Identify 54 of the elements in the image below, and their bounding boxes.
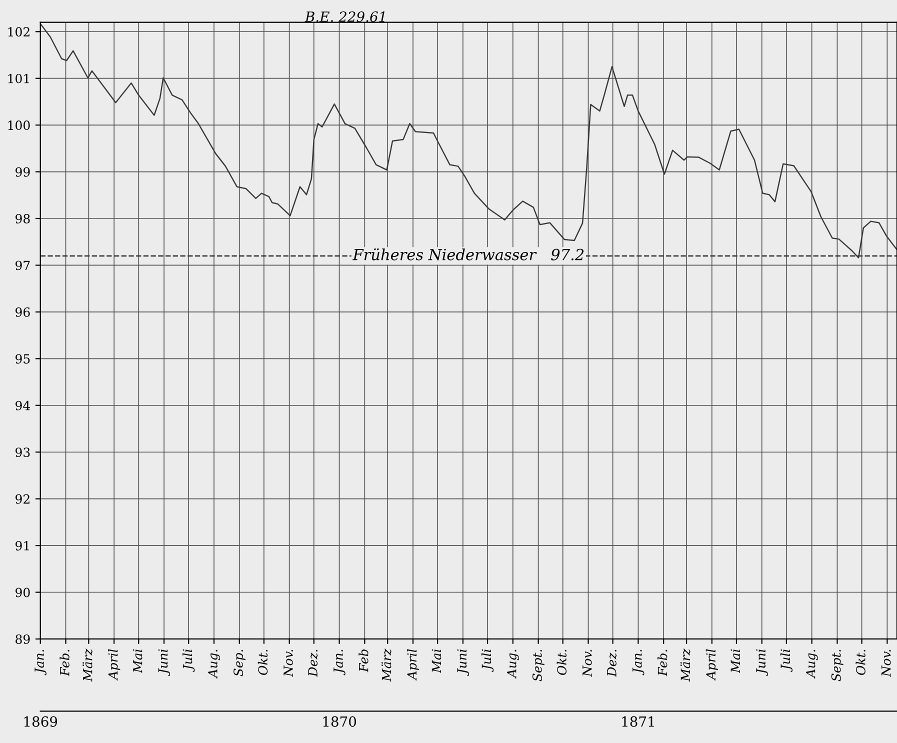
- x-tick-label: April: [108, 649, 120, 681]
- x2-tick-label: 1870: [323, 716, 356, 727]
- x-tick-label: Sep.: [234, 650, 246, 676]
- x-tick-label: Juni: [756, 649, 768, 676]
- y-tick-label: 94: [16, 400, 30, 410]
- text: B.E. 229.61: [304, 11, 384, 22]
- x-tick-label: Mai: [432, 649, 442, 674]
- x-tick-label: Mai: [730, 649, 740, 674]
- x-tick-label: Juli: [182, 649, 195, 672]
- y-tick-label: 101: [8, 74, 29, 84]
- x-tick-label: Aug.: [208, 650, 220, 679]
- y-tick-label: 97: [16, 260, 30, 270]
- y-tick-label: 91: [16, 541, 29, 550]
- x-tick-label: Aug.: [507, 650, 519, 679]
- y-tick-label: 92: [16, 494, 30, 504]
- x-tick-label: März: [82, 648, 92, 682]
- x-tick-label: Juli: [481, 649, 494, 672]
- x-tick-label: Aug.: [806, 650, 818, 679]
- x-tick-label: Feb.: [60, 650, 70, 676]
- x-tick-label: März: [680, 648, 690, 682]
- y-tick-label: 90: [16, 588, 30, 598]
- x-tick-label: Mai: [132, 649, 142, 674]
- x-tick-label: Okt.: [556, 650, 566, 675]
- x-tick-label: März: [381, 648, 392, 682]
- x-tick-label: Juli: [780, 649, 792, 672]
- y-tick-label: 102: [8, 27, 30, 37]
- y-tick-label: 93: [16, 448, 30, 458]
- x-tick-label: Sept.: [831, 650, 844, 682]
- x-tick-label: Nov.: [882, 650, 891, 677]
- x-tick-label: Jan.: [34, 650, 46, 676]
- y-tick-label: 89: [16, 634, 30, 644]
- x-tick-label: April: [706, 649, 718, 681]
- x-tick-label: Nov.: [284, 650, 293, 677]
- x-tick-label: Sept.: [532, 650, 544, 682]
- x-tick-label: Juni: [158, 649, 170, 676]
- x-tick-label: Feb: [358, 650, 368, 672]
- x-tick-label: Jan.: [632, 650, 644, 676]
- y-tick-label: 100: [8, 120, 30, 130]
- x-tick-label: Okt.: [856, 650, 866, 675]
- ref-line-label: Früheres Niederwasser 97.2: [352, 248, 584, 260]
- x-tick-label: Feb.: [658, 650, 668, 676]
- x-tick-label: Jan.: [334, 650, 346, 676]
- y-tick-label: 98: [16, 214, 30, 224]
- x-tick-label: Dez.: [308, 650, 318, 677]
- x-tick-label: April: [406, 649, 420, 681]
- x2-tick-label: 1869: [24, 716, 58, 727]
- y-tick-label: 96: [16, 307, 30, 317]
- x-tick-label: Juni: [457, 649, 469, 676]
- x-tick-label: Okt.: [258, 650, 268, 675]
- x-tick-label: Nov.: [582, 650, 592, 677]
- y-tick-label: 99: [16, 167, 30, 177]
- x-tick-label: Dez.: [607, 650, 617, 677]
- y-tick-label: 95: [16, 354, 30, 364]
- x2-tick-label: 1871: [622, 716, 654, 727]
